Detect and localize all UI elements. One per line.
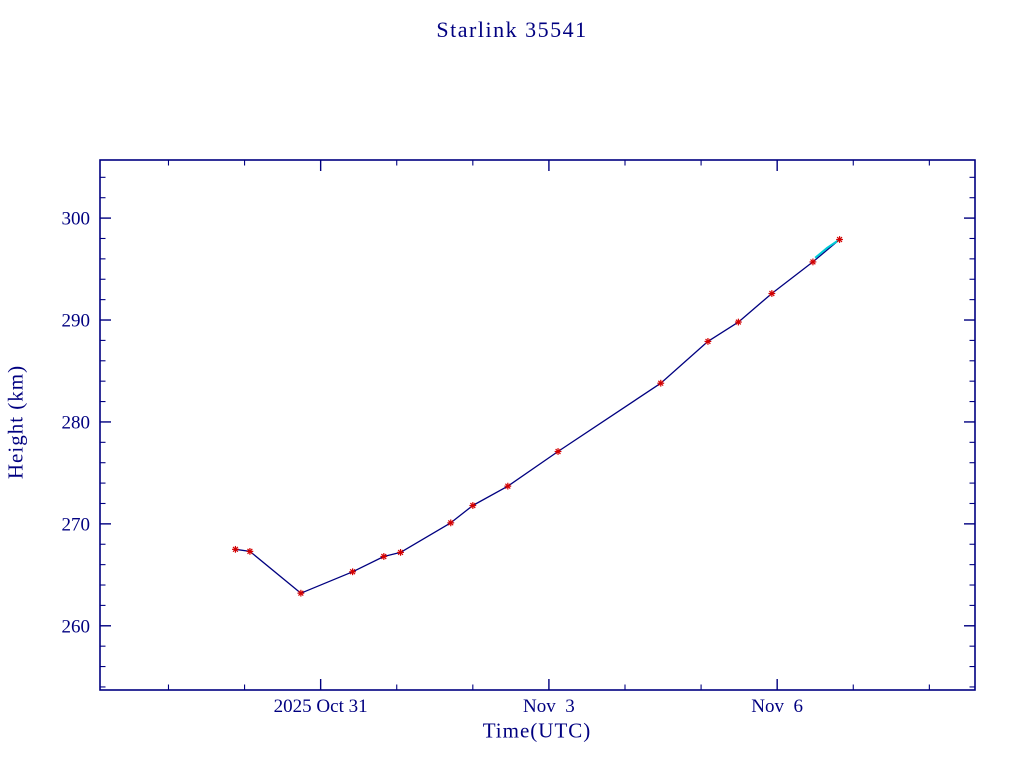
data-point-marker (554, 448, 562, 455)
data-point-marker (246, 547, 254, 555)
data-point-marker (380, 553, 388, 560)
marker-stroke (298, 590, 304, 597)
x-tick-label: Nov 6 (751, 696, 803, 717)
x-tick-label: Nov 3 (523, 696, 575, 717)
y-tick-label: 300 (62, 209, 91, 230)
marker-stroke (397, 549, 404, 556)
marker-stroke (247, 548, 253, 555)
x-tick-label: 2025 Oct 31 (274, 696, 368, 717)
marker-stroke (657, 380, 664, 387)
plot-frame (99, 159, 976, 691)
data-point-marker (657, 379, 665, 387)
marker-stroke (735, 319, 742, 325)
data-point-marker (297, 589, 305, 597)
y-tick-label: 280 (62, 412, 91, 433)
data-point-marker (836, 236, 843, 243)
y-tick-label: 290 (62, 311, 91, 332)
chart-title: Starlink 35541 (436, 17, 588, 42)
marker-stroke (447, 520, 454, 526)
marker-stroke (380, 553, 387, 560)
y-tick-label: 270 (62, 514, 91, 535)
marker-stroke (504, 483, 511, 489)
data-point-marker (734, 318, 742, 326)
marker-stroke (349, 568, 356, 575)
marker-stroke (555, 448, 561, 455)
marker-stroke (836, 236, 843, 243)
data-point-marker (349, 568, 357, 576)
predicted-height-line (814, 237, 842, 259)
observed-height-line (235, 239, 841, 594)
data-point-marker (469, 502, 477, 509)
data-point-marker (704, 338, 712, 345)
x-axis-label: Time(UTC) (482, 718, 592, 743)
data-point-marker (232, 545, 239, 553)
data-point-marker (768, 290, 776, 297)
y-tick-label: 260 (62, 616, 91, 637)
data-point-marker (397, 549, 404, 556)
marker-stroke (769, 290, 775, 297)
marker-stroke (705, 338, 711, 345)
data-point-marker (809, 258, 817, 266)
marker-stroke (469, 502, 476, 509)
data-point-marker (504, 482, 512, 490)
data-point-marker (447, 519, 455, 527)
marker-stroke (810, 259, 816, 265)
marker-stroke (232, 546, 239, 553)
